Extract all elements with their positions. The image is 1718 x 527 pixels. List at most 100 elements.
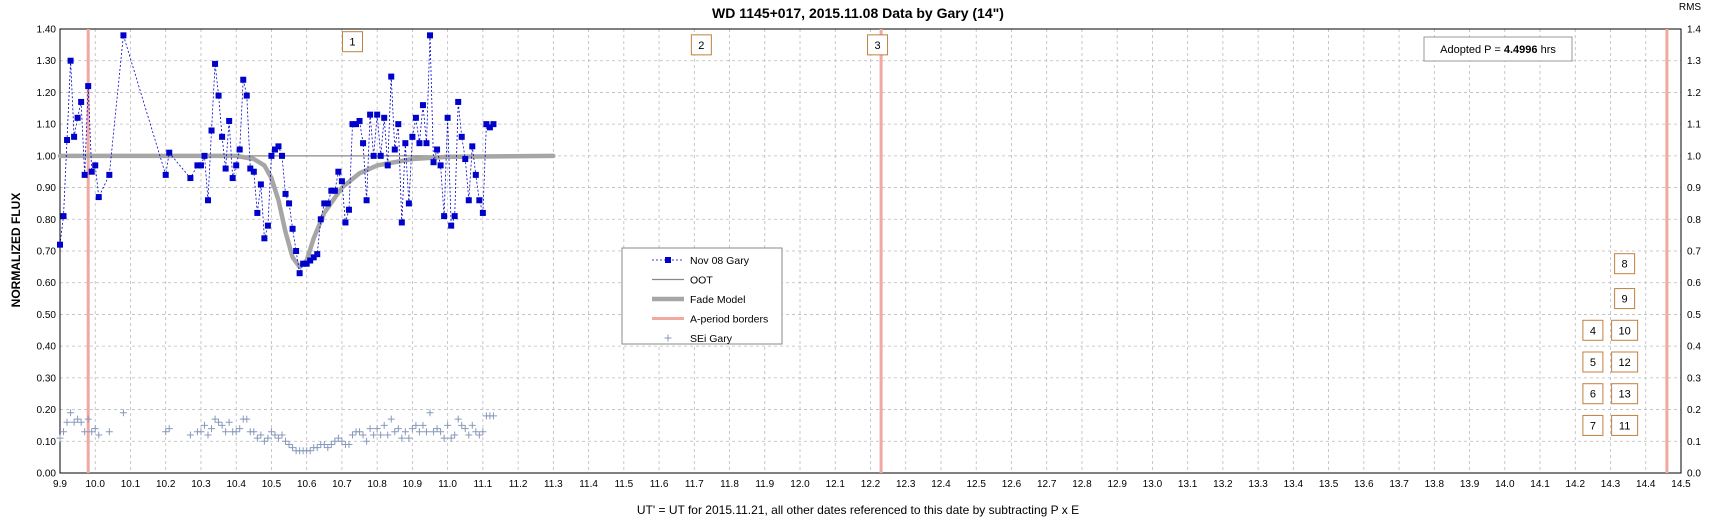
event-marker-box (1611, 414, 1639, 436)
data-point (363, 197, 370, 204)
data-point (427, 32, 434, 39)
y-tick-label: 0.90 (37, 183, 57, 194)
sei-point (363, 437, 371, 445)
sei-point (289, 444, 297, 452)
sei-point (401, 428, 409, 436)
data-point (85, 83, 92, 90)
adopted-period-part: Adopted P = (1440, 44, 1504, 56)
data-point (92, 162, 99, 169)
sei-point (356, 428, 364, 436)
sei-point (468, 421, 476, 429)
x-tick-label: 10.5 (262, 479, 282, 490)
data-point (455, 98, 462, 105)
sei-point (95, 431, 103, 439)
data-point (377, 152, 384, 159)
x-tick-label: 13.7 (1389, 479, 1409, 490)
fade-model-layer (57, 153, 556, 270)
legend-entry-label: OOT (690, 275, 713, 287)
data-point (374, 111, 381, 118)
data-point (74, 114, 81, 121)
data-point (229, 175, 236, 182)
sei-point (465, 431, 473, 439)
y2-tick-label: 1.3 (1687, 56, 1701, 67)
data-point (166, 149, 173, 156)
sei-point (162, 428, 170, 436)
x-tick-label: 10.0 (86, 479, 106, 490)
sei-point (412, 421, 420, 429)
data-point (448, 222, 455, 229)
x-tick-label: 13.8 (1425, 479, 1445, 490)
data-point (57, 241, 63, 248)
x-tick-label: 10.6 (297, 479, 317, 490)
data-point (430, 159, 437, 166)
data-point (215, 92, 222, 99)
x-tick-label: 13.5 (1319, 479, 1339, 490)
data-point (250, 168, 257, 175)
event-marker-label: 8 (1622, 259, 1628, 271)
data-point (353, 121, 360, 128)
data-point (324, 200, 331, 207)
sei-point (377, 431, 385, 439)
sei-point (77, 418, 85, 426)
series-layer (56, 32, 497, 455)
y2-tick-label: 0.7 (1687, 247, 1701, 258)
data-point (356, 117, 363, 124)
data-point (483, 121, 490, 128)
data-point (384, 162, 391, 169)
sei-point (257, 431, 265, 439)
sei-point (165, 425, 173, 433)
sei-point (440, 434, 448, 442)
sei-point (370, 431, 378, 439)
sei-point (250, 428, 258, 436)
data-point (338, 178, 345, 185)
data-point (222, 165, 229, 172)
sei-point (74, 415, 82, 423)
event-marker-label: 10 (1618, 325, 1630, 337)
sei-point (426, 409, 434, 417)
y-tick-label: 1.00 (37, 151, 57, 162)
sei-point (380, 421, 388, 429)
sei-point (373, 425, 381, 433)
data-point (106, 171, 113, 178)
data-point (444, 114, 451, 121)
event-marker-box (1614, 253, 1636, 275)
sei-point (271, 431, 279, 439)
x-tick-label: 13.2 (1213, 479, 1233, 490)
sei-point (384, 431, 392, 439)
data-point (465, 197, 472, 204)
y-tick-label: 0.30 (37, 373, 57, 384)
event-marker-label: 4 (1590, 325, 1596, 337)
data-point (71, 133, 78, 140)
sei-point (225, 418, 233, 426)
event-marker-box (1611, 319, 1639, 341)
x-tick-label: 12.4 (931, 479, 951, 490)
sei-point (458, 421, 466, 429)
sei-point (236, 425, 244, 433)
y-tick-label: 1.30 (37, 56, 57, 67)
data-point (349, 121, 356, 128)
grid-layer (59, 28, 1682, 474)
data-point (317, 216, 324, 223)
x-tick-label: 11.4 (579, 479, 598, 490)
legend-box (621, 247, 783, 345)
sei-point (366, 425, 374, 433)
y-tick-label: 0.50 (37, 310, 57, 321)
x-tick-label: 11.2 (509, 479, 528, 490)
data-point (279, 152, 286, 159)
x-tick-label: 12.5 (966, 479, 986, 490)
y-tick-label: 0.40 (37, 342, 57, 353)
sei-point (394, 425, 402, 433)
y2-tick-label: 0.3 (1687, 373, 1701, 384)
y-axis-label: NORMALIZED FLUX (9, 193, 23, 308)
x-tick-label: 14.3 (1601, 479, 1621, 490)
data-point (391, 146, 398, 153)
legend-swatch-marker (665, 257, 671, 263)
fade-model-curve (57, 153, 556, 270)
x-tick-label: 11.9 (755, 479, 774, 490)
sei-point (232, 428, 240, 436)
sei-point (243, 415, 251, 423)
sei-point (200, 421, 208, 429)
sei-point (267, 428, 275, 436)
x-tick-label: 10.8 (367, 479, 387, 490)
chart-title: WD 1145+017, 2015.11.08 Data by Gary (14… (712, 5, 1004, 21)
